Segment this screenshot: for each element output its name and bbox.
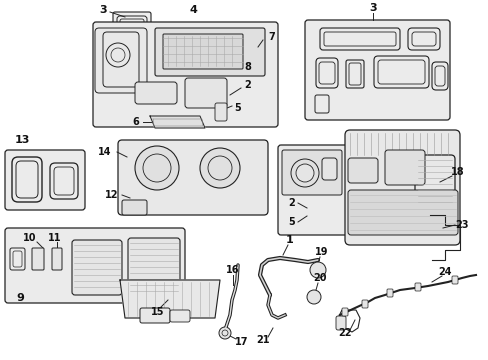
FancyBboxPatch shape [170,310,190,322]
Polygon shape [150,116,204,128]
FancyBboxPatch shape [135,82,177,104]
Text: 8: 8 [244,62,251,72]
Text: 7: 7 [268,32,275,42]
Text: 10: 10 [23,233,37,243]
Text: 24: 24 [437,267,451,277]
FancyBboxPatch shape [128,238,180,295]
Text: 19: 19 [315,247,328,257]
FancyBboxPatch shape [335,316,346,330]
Text: 2: 2 [244,80,251,90]
FancyBboxPatch shape [215,103,226,121]
FancyBboxPatch shape [414,283,420,291]
FancyBboxPatch shape [72,240,122,295]
Text: 16: 16 [226,265,239,275]
Text: 14: 14 [98,147,112,157]
FancyBboxPatch shape [341,308,347,316]
FancyBboxPatch shape [93,22,278,127]
Text: 6: 6 [132,117,139,127]
FancyBboxPatch shape [451,276,457,284]
FancyBboxPatch shape [278,145,362,235]
FancyBboxPatch shape [140,308,170,323]
Text: 12: 12 [105,190,119,200]
Text: 5: 5 [234,103,241,113]
FancyBboxPatch shape [347,190,457,235]
FancyBboxPatch shape [321,158,336,180]
Text: 11: 11 [48,233,61,243]
FancyBboxPatch shape [347,158,377,183]
Text: 3: 3 [99,5,106,15]
Circle shape [306,290,320,304]
Circle shape [135,146,179,190]
Text: 13: 13 [14,135,30,145]
FancyBboxPatch shape [32,248,44,270]
FancyBboxPatch shape [384,150,424,185]
Circle shape [200,148,240,188]
FancyBboxPatch shape [95,28,147,93]
FancyBboxPatch shape [155,28,264,76]
FancyBboxPatch shape [52,248,62,270]
Text: 5: 5 [288,217,295,227]
Text: 1: 1 [285,235,293,245]
Text: 18: 18 [450,167,464,177]
Text: 15: 15 [151,307,164,317]
Circle shape [309,262,325,278]
FancyBboxPatch shape [305,20,449,120]
Text: 9: 9 [16,293,24,303]
FancyBboxPatch shape [184,78,226,108]
Text: 4: 4 [189,5,197,15]
FancyBboxPatch shape [5,150,85,210]
FancyBboxPatch shape [361,300,367,308]
FancyBboxPatch shape [414,155,454,210]
Text: 21: 21 [256,335,269,345]
Text: 3: 3 [368,3,376,13]
Circle shape [295,164,313,182]
FancyBboxPatch shape [5,228,184,303]
FancyBboxPatch shape [163,34,243,69]
FancyBboxPatch shape [345,130,459,245]
FancyBboxPatch shape [118,140,267,215]
Text: 23: 23 [454,220,468,230]
Text: 17: 17 [235,337,248,347]
FancyBboxPatch shape [122,200,147,215]
Text: 22: 22 [338,328,351,338]
Circle shape [219,327,230,339]
Text: 20: 20 [313,273,326,283]
Polygon shape [120,280,220,318]
FancyBboxPatch shape [386,289,392,297]
Text: 2: 2 [288,198,295,208]
FancyBboxPatch shape [282,150,341,195]
FancyBboxPatch shape [113,12,151,40]
